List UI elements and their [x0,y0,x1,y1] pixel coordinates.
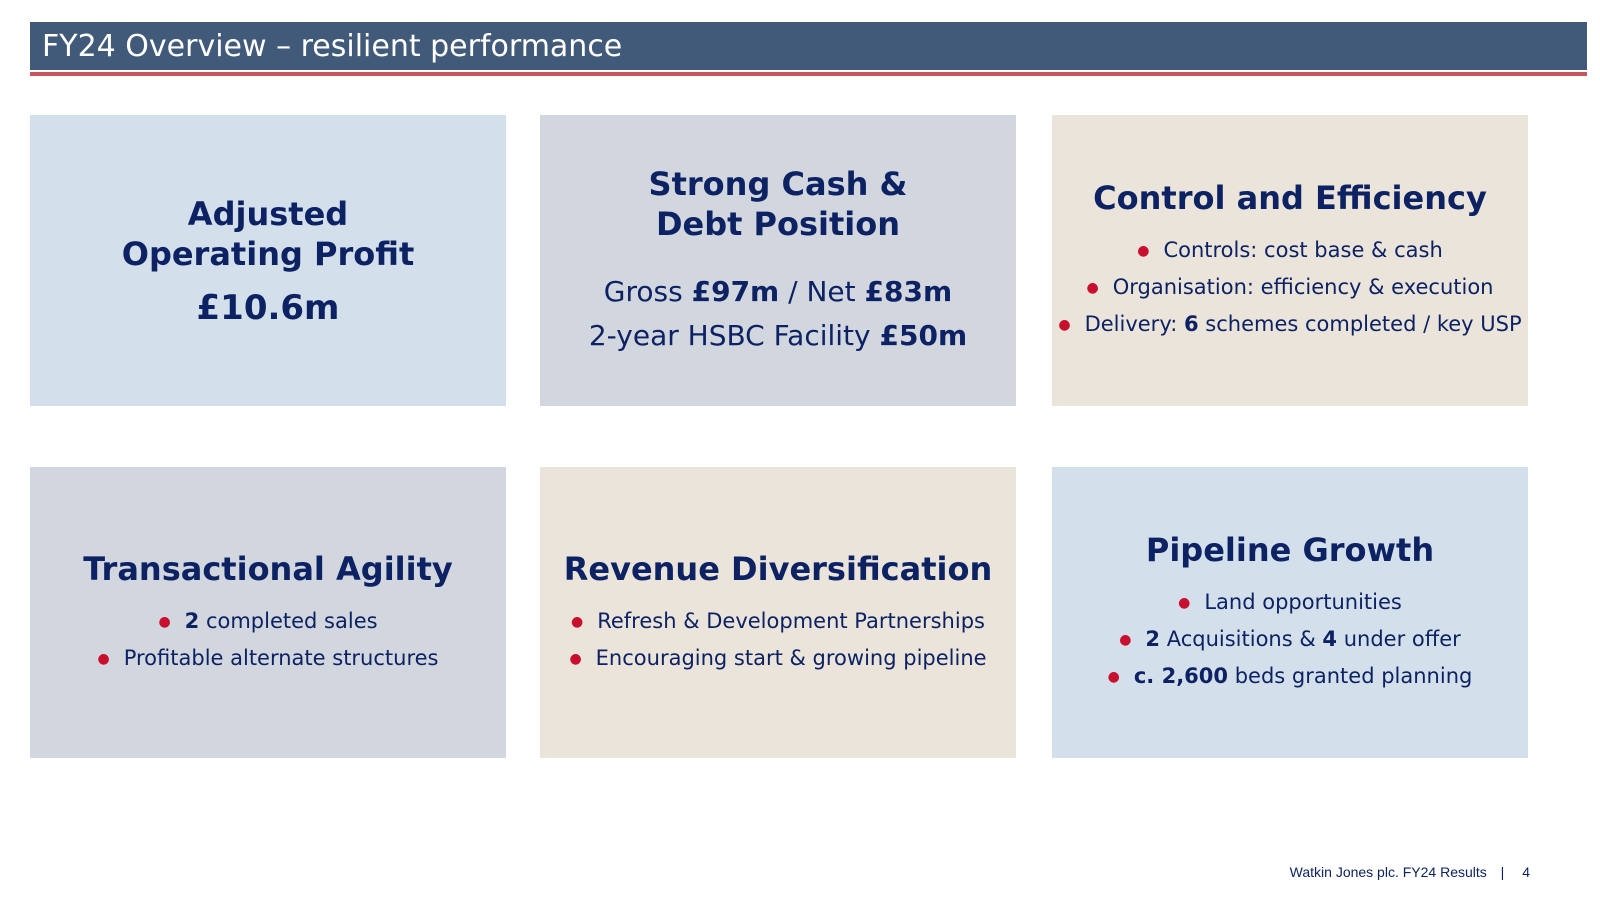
bullet-icon: ● [569,650,582,667]
footer-text: Watkin Jones plc. FY24 Results [1289,864,1487,880]
bullet-list: ● Refresh & Development Partnerships ● Enc… [569,603,986,677]
card-transactional-agility: Transactional Agility ● 2 completed sales… [30,467,506,758]
list-item: ● Refresh & Development Partnerships [571,608,985,633]
card-pipeline-growth: Pipeline Growth ● Land opportunities ● 2 A… [1052,467,1528,758]
card-title: Strong Cash & Debt Position [648,164,908,243]
bullet-list: ● Controls: cost base & cash ● Organisatio… [1058,232,1521,343]
card-title: Control and Efficiency [1093,179,1487,217]
gross-net-line: Gross £97m / Net £83m [603,274,953,308]
card-cash-debt-position: Strong Cash & Debt Position Gross £97m /… [540,115,1016,406]
list-item: ● 2 Acquisitions & 4 under offer [1119,627,1461,651]
card-title: Adjusted Operating Profit [121,194,415,273]
card-title: Revenue Diversification [563,549,993,588]
slide-header: FY24 Overview – resilient performance [30,22,1587,70]
list-item: ● Profitable alternate structures [97,645,439,670]
footer-separator: | [1500,864,1505,880]
list-item: ● c. 2,600 beds granted planning [1107,664,1473,688]
bullet-icon: ● [158,613,171,630]
slide-footer: Watkin Jones plc. FY24 Results | 4 [1290,864,1530,880]
list-item: ● Encouraging start & growing pipeline [569,645,987,670]
card-title: Pipeline Growth [1145,531,1435,569]
cash-figures: Gross £97m / Net £83m 2-year HSBC Facili… [589,270,967,358]
bullet-icon: ● [1119,632,1132,648]
card-title: Transactional Agility [83,549,453,588]
bullet-list: ● Land opportunities ● 2 Acquisitions & 4 … [1108,584,1473,695]
header-accent-rule [30,72,1587,76]
list-item: ● Delivery: 6 schemes completed / key USP [1058,312,1522,336]
page-number: 4 [1522,864,1530,880]
bullet-icon: ● [1086,280,1099,296]
slide-title: FY24 Overview – resilient performance [42,28,623,64]
list-item: ● 2 completed sales [158,608,378,633]
bullet-icon: ● [1058,317,1071,333]
bullet-list: ● 2 completed sales ● Profitable alternate… [98,603,439,677]
list-item: ● Land opportunities [1178,590,1402,614]
list-item: ● Organisation: efficiency & execution [1086,275,1494,299]
card-control-efficiency: Control and Efficiency ● Controls: cost b… [1052,115,1528,406]
bullet-icon: ● [1137,243,1150,259]
card-adjusted-operating-profit: Adjusted Operating Profit £10.6m [30,115,506,406]
bullet-icon: ● [571,613,584,630]
list-item: ● Controls: cost base & cash [1137,238,1443,262]
card-revenue-diversification: Revenue Diversification ● Refresh & Devel… [540,467,1016,758]
bullet-icon: ● [97,650,110,667]
bullet-icon: ● [1178,595,1191,611]
facility-line: 2-year HSBC Facility £50m [588,318,968,352]
bullet-icon: ● [1107,669,1120,685]
profit-value: £10.6m [196,287,340,328]
